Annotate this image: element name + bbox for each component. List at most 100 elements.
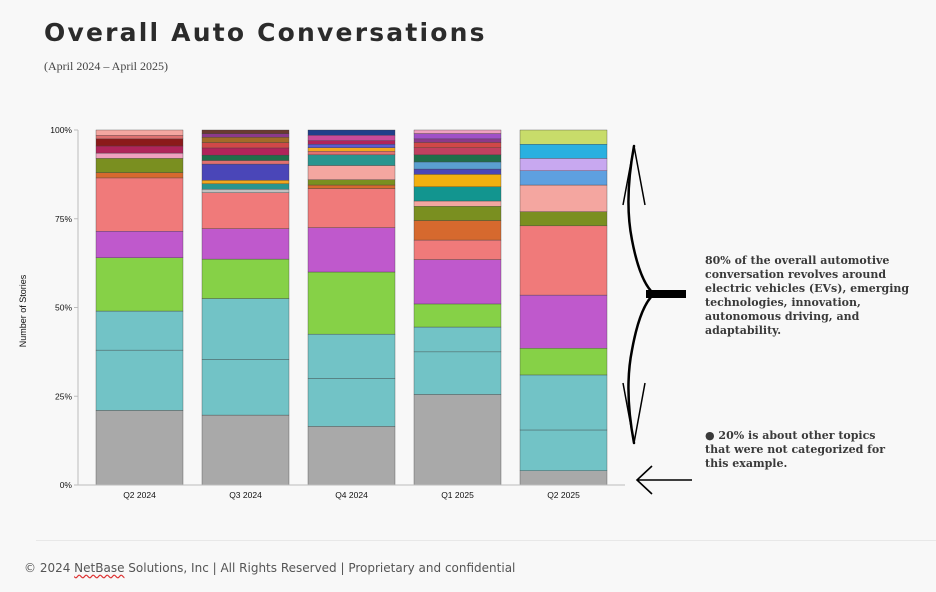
bar-segment [95, 158, 184, 173]
arrow-left-icon [635, 465, 692, 495]
bar-segment [95, 172, 184, 179]
bar-segment [201, 142, 290, 149]
arrow-up-icon [622, 145, 646, 206]
bar-segment [413, 351, 502, 395]
x-tick-label: Q3 2024 [229, 490, 262, 500]
footer: © 2024 NetBase Solutions, Inc | All Righ… [24, 561, 515, 575]
bar-segment [413, 220, 502, 241]
footer-brand: NetBase [74, 561, 125, 575]
bar-segment [201, 258, 290, 299]
y-tick-label: 0% [60, 480, 73, 490]
bar-segment [201, 183, 290, 190]
bar-segment [413, 129, 502, 134]
bar-segment [413, 200, 502, 207]
bar-segment [413, 133, 502, 140]
annotation-arrows [622, 144, 692, 495]
footer-prefix: © 2024 [24, 561, 75, 575]
bar-segment [201, 188, 290, 193]
bar-segment [201, 414, 290, 486]
bar-segment [519, 211, 608, 227]
bar-segment [201, 298, 290, 360]
bar-segment [413, 154, 502, 163]
bar-segment [519, 129, 608, 145]
bar-segment [413, 142, 502, 148]
y-axis: 0% 25% 50% 75% 100% [50, 125, 79, 490]
y-tick-label: 100% [50, 125, 72, 135]
bar-segment [307, 147, 396, 152]
stacked-bar-chart: 0% 25% 50% 75% 100% Q2 2024 Q3 2024 Q4 2024 Q1 … [18, 125, 692, 500]
bar-segment [519, 429, 608, 471]
bar-segment [201, 228, 290, 260]
bar-segment [413, 174, 502, 187]
bar-stacks [95, 129, 608, 486]
bar-segment [95, 129, 184, 136]
page-subtitle: (April 2024 – April 2025) [44, 59, 168, 73]
bar-segment [413, 147, 502, 156]
bar-segment [519, 225, 608, 296]
brace-tip-icon [646, 290, 686, 298]
bar-segment [307, 271, 396, 335]
bar-segment [413, 259, 502, 305]
bar-segment [519, 294, 608, 349]
y-tick-label: 25% [55, 391, 72, 401]
x-tick-label: Q1 2025 [441, 490, 474, 500]
x-tick-label: Q4 2024 [335, 490, 368, 500]
footer-divider [36, 540, 936, 541]
bar-segment [307, 333, 396, 379]
bar-segment [95, 349, 184, 411]
bar-segment [307, 140, 396, 145]
bar-segment [307, 184, 396, 189]
bar-segment [307, 135, 396, 141]
bar-segment [95, 257, 184, 312]
bar-segment [95, 177, 184, 232]
y-tick-label: 75% [55, 214, 72, 224]
bar-segment [95, 231, 184, 258]
bar-segment [413, 394, 502, 486]
x-tick-label: Q2 2025 [547, 490, 580, 500]
bar-segment [95, 152, 184, 159]
bar-segment [201, 192, 290, 229]
bar-segment [307, 227, 396, 273]
bar-segment [413, 303, 502, 328]
bar-segment [95, 145, 184, 154]
bar-segment [307, 144, 396, 148]
bar-segment [519, 470, 608, 486]
bar-segment [413, 239, 502, 260]
bar-segment [413, 168, 502, 175]
y-tick-label: 50% [55, 303, 72, 313]
bar-segment [201, 147, 290, 156]
bar-segment [307, 378, 396, 427]
arrow-down-icon [622, 382, 646, 444]
bar-segment [307, 426, 396, 486]
bar-segment [519, 170, 608, 186]
bar-segment [201, 359, 290, 416]
bar-segment [201, 163, 290, 181]
bar-segment [519, 158, 608, 171]
bar-segment [519, 374, 608, 431]
bar-segment [519, 144, 608, 159]
y-axis-label: Number of Stories [18, 274, 28, 347]
bar-segment [413, 326, 502, 353]
footer-suffix: Solutions, Inc | All Rights Reserved | P… [124, 561, 516, 575]
bar-segment [307, 129, 396, 136]
bar-segment [201, 136, 290, 143]
bar-segment [413, 206, 502, 221]
bar-segment [95, 135, 184, 140]
bar-segment [95, 410, 184, 486]
bar-segment [413, 186, 502, 202]
bar-segment [519, 348, 608, 376]
bar-segment [201, 154, 290, 161]
bar-segment [519, 184, 608, 212]
bar-segment [413, 161, 502, 170]
bar-segment [307, 165, 396, 180]
bar-segment [201, 180, 290, 184]
bar-segment [95, 138, 184, 147]
bar-segment [201, 133, 290, 138]
bar-segment [307, 154, 396, 166]
x-axis: Q2 2024 Q3 2024 Q4 2024 Q1 2025 Q2 2025 [78, 484, 625, 500]
x-tick-label: Q2 2024 [123, 490, 156, 500]
bar-segment [307, 188, 396, 228]
bar-segment [307, 179, 396, 186]
annotation-minor: ● 20% is about other topics that were no… [705, 429, 885, 470]
page-title: Overall Auto Conversations [44, 18, 487, 47]
